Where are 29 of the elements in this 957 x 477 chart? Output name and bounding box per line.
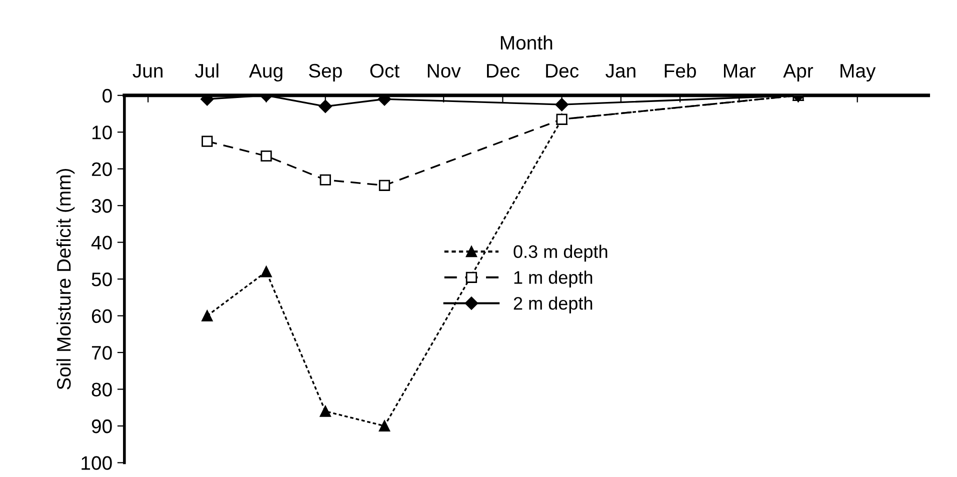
y-tick-label: 80: [92, 382, 112, 396]
y-tick-label: 100: [82, 456, 112, 470]
y-tick-label: 60: [92, 309, 112, 324]
x-tick-label: May: [840, 64, 876, 82]
legend-label: 1 m depth: [514, 270, 592, 288]
x-tick-label: Jul: [195, 63, 218, 78]
x-tick-label: Aug: [249, 64, 282, 82]
x-axis-title: Month: [500, 35, 552, 50]
x-tick-label: Nov: [428, 64, 461, 78]
y-tick-label: 50: [92, 272, 112, 286]
legend-label: 2 m depth: [514, 296, 592, 314]
x-tick-label: Jun: [132, 64, 162, 78]
y-axis-title: Soil Moisture Deficit (mm): [56, 168, 75, 390]
x-tick-label: Mar: [724, 64, 756, 78]
y-tick-label: 40: [91, 236, 112, 250]
y-tick-label: 0: [102, 88, 112, 103]
x-tick-label: Jan: [606, 64, 636, 78]
x-tick-label: Feb: [664, 63, 696, 78]
y-tick-label: 90: [92, 419, 112, 434]
x-tick-label: Dec: [487, 64, 520, 78]
x-tick-label: Dec: [546, 64, 579, 78]
y-tick-label: 10: [92, 126, 112, 140]
legend-label: 0.3 m depth: [514, 244, 608, 262]
x-tick-label: Apr: [783, 64, 814, 82]
y-tick-label: 20: [92, 162, 112, 176]
y-tick-label: 30: [92, 199, 112, 213]
x-tick-label: Sep: [308, 64, 342, 82]
x-tick-label: Oct: [370, 64, 400, 78]
y-tick-label: 70: [92, 346, 112, 360]
